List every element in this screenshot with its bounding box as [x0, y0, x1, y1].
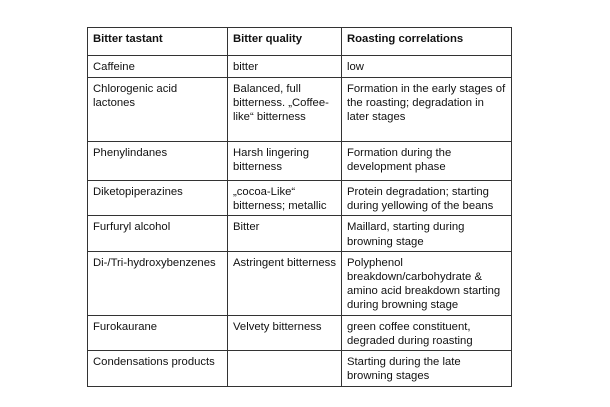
- quality-cell: Bitter: [227, 215, 342, 252]
- roasting-cell: green coffee constituent, degraded durin…: [341, 314, 512, 352]
- header-bitter-quality: Bitter quality: [227, 27, 342, 56]
- table-row: Phenylindanes Harsh lingering bitterness F…: [87, 141, 512, 181]
- quality-cell: Harsh lingering bitterness: [227, 141, 342, 181]
- table-row: Caffeine bitter low: [87, 55, 512, 78]
- tastant-cell: Diketopiperazines: [87, 179, 228, 217]
- roasting-cell: Protein degradation; starting during yel…: [341, 179, 512, 217]
- tastant-cell: Chlorogenic acid lactones: [87, 77, 228, 142]
- roasting-cell: low: [341, 55, 512, 78]
- tastant-cell: Furokaurane: [87, 314, 228, 352]
- bitter-tastants-table: Bitter tastant Bitter quality Roasting c…: [87, 27, 512, 388]
- header-roasting-correlations: Roasting correlations: [341, 27, 512, 56]
- header-bitter-tastant: Bitter tastant: [87, 27, 228, 56]
- quality-cell: „cocoa-Like“ bitterness; metallic: [227, 179, 342, 217]
- roasting-cell: Polyphenol breakdown/carbohydrate & amin…: [341, 250, 512, 316]
- roasting-cell: Formation during the development phase: [341, 141, 512, 181]
- quality-cell: Balanced, full bitterness. „Coffee-like“…: [227, 77, 342, 142]
- quality-cell: Astringent bitterness: [227, 250, 342, 316]
- table-row: Condensations products Starting during th…: [87, 350, 512, 388]
- tastant-cell: Phenylindanes: [87, 141, 228, 181]
- header-row: Bitter tastant Bitter quality Roasting c…: [87, 27, 512, 56]
- table-row: Di-/Tri-hydroxybenzenes Astringent bitter…: [87, 250, 512, 316]
- tastant-cell: Furfuryl alcohol: [87, 215, 228, 252]
- table-row: Furokaurane Velvety bitterness green coffe…: [87, 314, 512, 352]
- table-row: Furfuryl alcohol Bitter Maillard, starting…: [87, 215, 512, 252]
- roasting-cell: Maillard, starting during browning stage: [341, 215, 512, 252]
- quality-cell: [227, 350, 342, 388]
- tastant-cell: Condensations products: [87, 350, 228, 388]
- roasting-cell: Formation in the early stages of the roa…: [341, 77, 512, 142]
- table-row: Chlorogenic acid lactones Balanced, full …: [87, 77, 512, 142]
- tastant-cell: Caffeine: [87, 55, 228, 78]
- quality-cell: bitter: [227, 55, 342, 78]
- quality-cell: Velvety bitterness: [227, 314, 342, 352]
- roasting-cell: Starting during the late browning stages: [341, 350, 512, 388]
- table-row: Diketopiperazines „cocoa-Like“ bitterness…: [87, 179, 512, 217]
- tastant-cell: Di-/Tri-hydroxybenzenes: [87, 250, 228, 316]
